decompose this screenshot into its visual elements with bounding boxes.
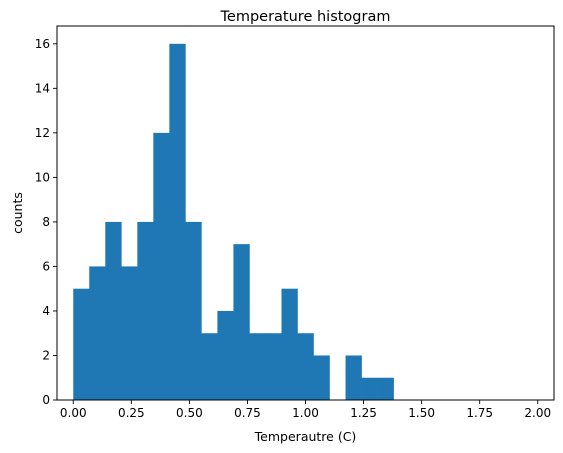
y-tick-label: 10 bbox=[35, 170, 50, 184]
histogram-bar-4 bbox=[137, 221, 154, 400]
y-tick-label: 0 bbox=[42, 393, 50, 407]
y-tick-label: 2 bbox=[42, 348, 50, 362]
x-axis-label: Temperautre (C) bbox=[254, 429, 357, 444]
histogram-bar-0 bbox=[73, 288, 90, 400]
x-tick-label: 1.00 bbox=[292, 406, 319, 420]
histogram-bar-1 bbox=[89, 266, 106, 400]
histogram-bar-13 bbox=[281, 288, 298, 400]
histogram-bar-6 bbox=[169, 43, 186, 401]
x-tick-label: 1.25 bbox=[350, 406, 377, 420]
histogram-bar-9 bbox=[217, 310, 234, 400]
histogram-bar-18 bbox=[361, 377, 378, 400]
histogram-bar-15 bbox=[313, 355, 330, 400]
histogram-bar-10 bbox=[233, 244, 250, 400]
y-tick-label: 14 bbox=[35, 81, 50, 95]
y-tick-label: 6 bbox=[42, 259, 50, 273]
x-tick-label: 2.00 bbox=[524, 406, 551, 420]
histogram-bar-12 bbox=[265, 333, 282, 400]
histogram-bar-19 bbox=[377, 377, 394, 400]
histogram-bar-2 bbox=[105, 221, 122, 400]
y-tick-label: 12 bbox=[35, 126, 50, 140]
histogram-bar-11 bbox=[249, 333, 266, 400]
y-tick-label: 8 bbox=[42, 215, 50, 229]
histogram-bar-5 bbox=[153, 132, 170, 400]
y-tick-label: 16 bbox=[35, 37, 50, 51]
x-tick-label: 1.50 bbox=[408, 406, 435, 420]
histogram-bar-17 bbox=[345, 355, 362, 400]
x-tick-label: 0.50 bbox=[176, 406, 203, 420]
x-tick-label: 0.25 bbox=[118, 406, 145, 420]
histogram-bar-14 bbox=[297, 333, 314, 400]
x-tick-label: 0.00 bbox=[60, 406, 87, 420]
x-tick-label: 1.75 bbox=[466, 406, 493, 420]
x-tick-label: 0.75 bbox=[234, 406, 261, 420]
histogram-bar-7 bbox=[185, 221, 202, 400]
y-axis-label: counts bbox=[10, 192, 25, 234]
histogram-bar-8 bbox=[201, 333, 218, 400]
y-axis-ticks: 0 2 4 6 8 10 12 14 16 bbox=[35, 37, 57, 407]
x-axis-ticks: 0.00 0.25 0.50 0.75 1.00 1.25 1.50 1.75 2.00 bbox=[60, 400, 551, 420]
histogram-bars bbox=[73, 43, 394, 401]
histogram-bar-3 bbox=[121, 266, 138, 400]
chart-title: Temperature histogram bbox=[220, 9, 391, 25]
y-tick-label: 4 bbox=[42, 304, 50, 318]
